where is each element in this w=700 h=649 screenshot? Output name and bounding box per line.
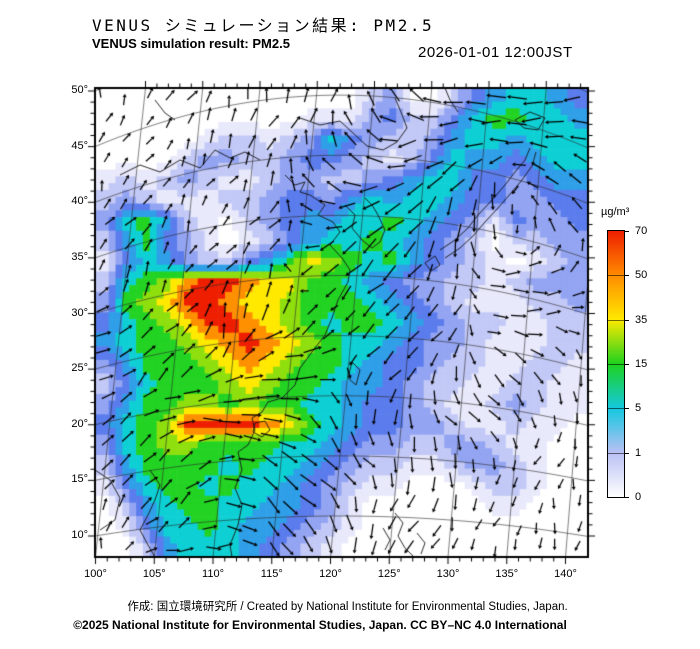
lon-tick-label: 125° xyxy=(377,568,401,580)
colorbar-tick-label: 70 xyxy=(635,225,648,237)
lon-tick-label: 115° xyxy=(260,568,283,580)
colorbar: 70 50 35 15 5 1 0 xyxy=(607,225,647,503)
lat-tick-label: 30° xyxy=(71,306,88,319)
lat-tick-label: 20° xyxy=(71,417,88,430)
timestamp-label: 2026-01-01 12:00JST xyxy=(418,44,573,61)
colorbar-tick-label: 1 xyxy=(635,447,642,459)
colorbar-tick xyxy=(624,453,629,454)
page-title-japanese: VENUS シミュレーション結果: PM2.5 xyxy=(92,16,435,35)
lon-tick-label: 105° xyxy=(142,568,166,580)
lon-tick-label: 140° xyxy=(554,568,577,580)
colorbar-tick xyxy=(624,320,629,321)
colorbar-tick-label: 50 xyxy=(635,269,648,281)
colorbar-tick-line xyxy=(608,453,624,454)
license-line: ©2025 National Institute for Environment… xyxy=(73,618,567,632)
colorbar-tick xyxy=(624,497,629,498)
colorbar-unit-label: µg/m³ xyxy=(601,206,630,218)
lon-tick-label: 120° xyxy=(319,568,342,580)
credit-line: 作成: 国立環境研究所 / Created by National Instit… xyxy=(127,601,568,613)
colorbar-tick-label: 35 xyxy=(635,314,648,326)
colorbar-tick xyxy=(624,275,629,276)
colorbar-tick-label: 0 xyxy=(635,491,642,503)
colorbar-tick xyxy=(624,231,629,232)
colorbar-tick-line xyxy=(608,275,624,276)
colorbar-tick-line xyxy=(608,408,624,409)
colorbar-tick-label: 15 xyxy=(635,358,648,370)
lon-tick-label: 110° xyxy=(202,568,224,580)
lat-tick-label: 10° xyxy=(71,529,88,541)
page-title-english: VENUS simulation result: PM2.5 xyxy=(92,36,290,51)
lon-tick-label: 135° xyxy=(495,568,519,580)
lon-tick-label: 100° xyxy=(84,568,107,580)
lat-tick-label: 35° xyxy=(71,250,88,263)
lat-tick-label: 40° xyxy=(71,195,88,208)
colorbar-gradient: 70 50 35 15 5 1 0 xyxy=(607,225,647,503)
colorbar-tick-line xyxy=(608,364,624,365)
lon-tick-label: 130° xyxy=(436,568,460,580)
lat-tick-label: 25° xyxy=(71,362,88,375)
colorbar-tick-line xyxy=(608,320,624,321)
lat-tick-label: 15° xyxy=(71,473,88,486)
lat-tick-label: 45° xyxy=(71,139,88,152)
colorbar-tick-label: 5 xyxy=(635,402,642,414)
lat-tick-label: 50° xyxy=(71,84,88,96)
colorbar-tick xyxy=(624,364,629,365)
colorbar-tick xyxy=(624,408,629,409)
